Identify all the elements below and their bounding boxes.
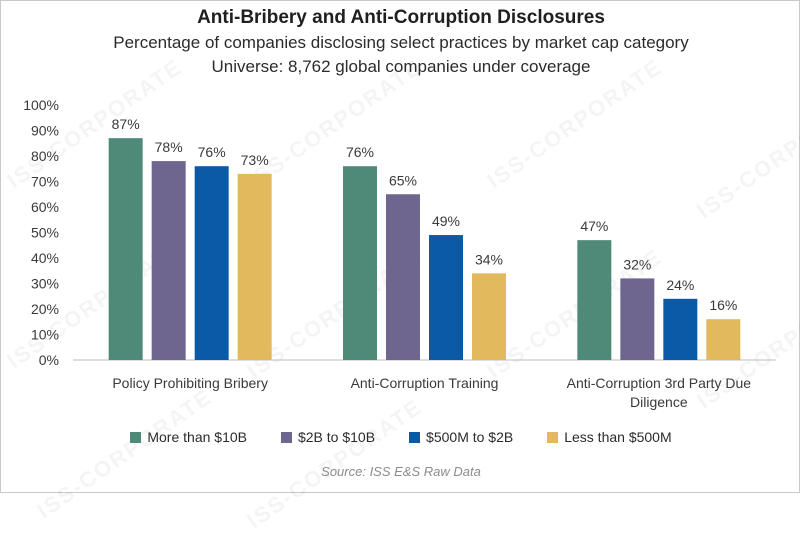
y-tick-label: 60% [31,199,59,215]
bar [343,166,377,360]
bar [577,240,612,360]
data-label: 73% [241,152,269,168]
bar [472,273,506,360]
data-label: 34% [475,251,503,267]
bar [663,298,698,360]
legend-swatch [547,431,559,443]
legend-label: $2B to $10B [297,429,376,445]
legend-label: More than $10B [147,429,247,445]
chart-title: Anti-Bribery and Anti-Corruption Disclos… [197,7,605,28]
data-label: 49% [432,213,460,229]
legend-item: $2B to $10B [280,429,376,445]
y-tick-label: 90% [31,123,59,139]
legend-item: Less than $500M [547,429,672,445]
legend-item: More than $10B [130,429,247,445]
chart-subtitle: Percentage of companies disclosing selec… [113,33,689,52]
data-label: 65% [389,172,417,188]
data-label: 76% [198,144,226,160]
legend-label: Less than $500M [564,429,672,445]
legend-swatch [130,431,142,443]
y-tick-label: 0% [39,352,59,368]
data-label: 76% [346,144,374,160]
data-label: 32% [623,256,651,272]
legend-item: $500M to $2B [409,429,513,445]
data-label: 47% [580,218,608,234]
legend-swatch [280,431,292,443]
x-tick-label: Policy Prohibiting Bribery [112,375,268,391]
bar [429,235,463,360]
y-tick-label: 10% [31,327,59,343]
bar [386,194,420,360]
bar [620,278,655,360]
legend-swatch [409,431,421,443]
bar [108,138,143,360]
source-note: Source: ISS E&S Raw Data [321,464,481,479]
bar [194,166,229,360]
data-label: 78% [155,139,183,155]
bar [706,319,741,360]
x-tick-label: Anti-Corruption 3rd Party Due [567,375,752,391]
y-tick-label: 100% [23,97,59,113]
x-tick-label: Anti-Corruption Training [351,375,499,391]
bar [237,173,272,360]
y-tick-label: 20% [31,301,59,317]
x-tick-label: Diligence [630,394,688,410]
bar-chart: 0% 10% 20% 30% 40% 50% 60% 70% 80% 90% 100% 87% 78% 7… [23,97,776,410]
chart-subtitle-universe: Universe: 8,762 global companies under c… [211,57,591,76]
y-tick-label: 40% [31,250,59,266]
y-tick-label: 80% [31,148,59,164]
legend-label: $500M to $2B [426,429,514,445]
legend: More than $10B $2B to $10B $500M to $2B Les… [1,429,800,445]
title-block: Anti-Bribery and Anti-Corruption Disclos… [1,1,800,77]
y-tick-label: 50% [31,225,59,241]
data-label: 24% [666,277,694,293]
data-label: 16% [709,297,737,313]
y-tick-label: 70% [31,174,59,190]
bar [151,161,186,360]
data-label: 87% [112,116,140,132]
y-tick-label: 30% [31,276,59,292]
